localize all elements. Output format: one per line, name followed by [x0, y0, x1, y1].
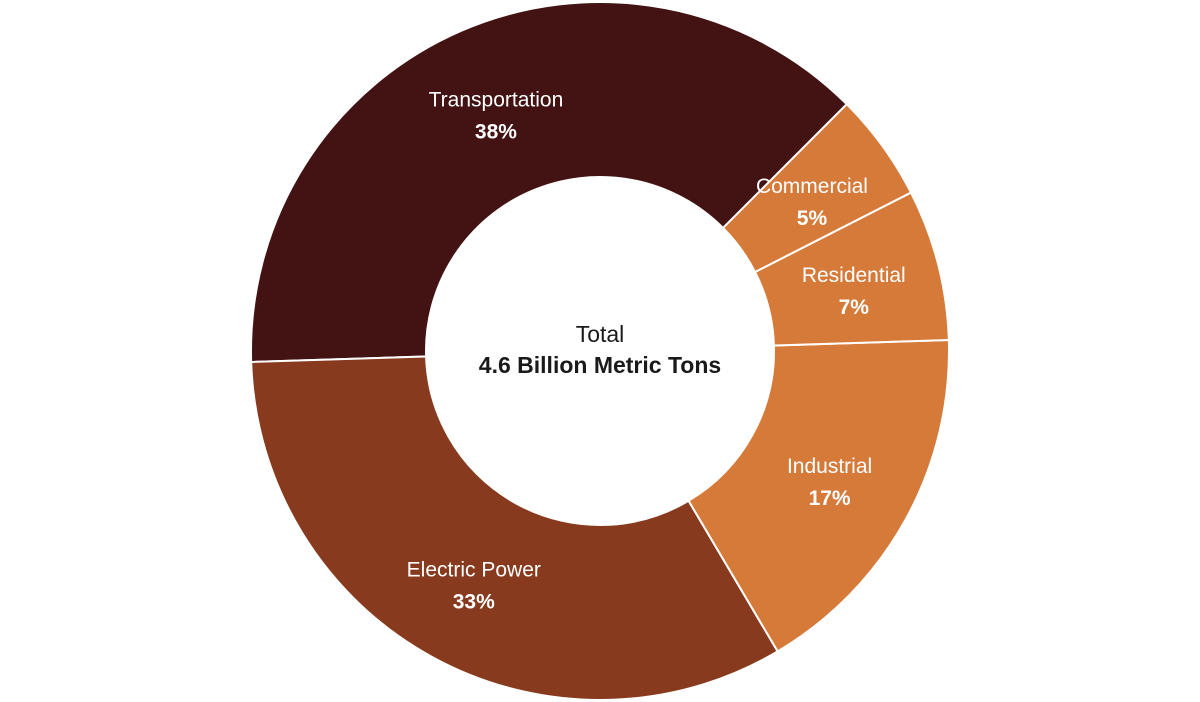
slice-value-commercial: 5%	[797, 207, 828, 230]
slice-label-industrial: Industrial	[787, 455, 872, 478]
slice-value-residential: 7%	[839, 296, 870, 319]
center-total-value: 4.6 Billion Metric Tons	[479, 352, 721, 378]
slice-label-electric-power: Electric Power	[407, 559, 541, 582]
slice-labels: Transportation 38% Electric Power 33% Indust…	[407, 89, 906, 614]
donut-hole	[426, 177, 774, 525]
center-total-label: Total	[576, 321, 625, 347]
slice-value-transportation: 38%	[475, 121, 517, 144]
slice-label-transportation: Transportation	[429, 89, 564, 112]
donut-center: Total 4.6 Billion Metric Tons	[479, 321, 721, 378]
donut-slices	[250, 1, 950, 701]
slice-label-residential: Residential	[802, 264, 906, 287]
slice-value-industrial: 17%	[809, 487, 851, 510]
slice-value-electric-power: 33%	[453, 591, 495, 614]
slice-label-commercial: Commercial	[756, 175, 868, 198]
